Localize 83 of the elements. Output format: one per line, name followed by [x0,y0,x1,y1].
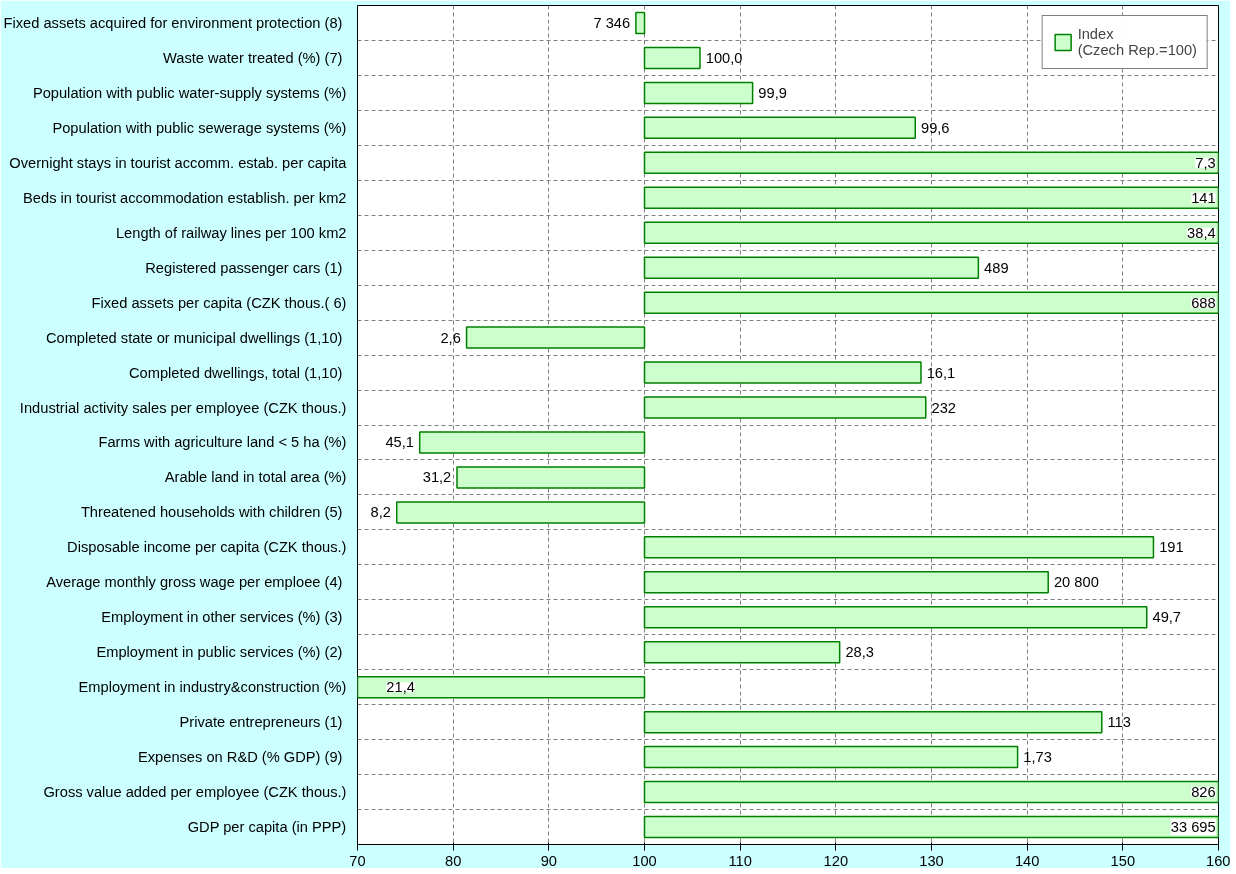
text: 33 695 [1170,819,1216,836]
text: 99,6 [920,119,950,136]
y-tick-label: Fixed assets acquired for environment protection (8) [3,14,343,31]
y-tick-label: Arable land in total area (%) [164,469,347,486]
text: 2,6 [440,329,461,346]
bar [643,745,1019,769]
bar [418,431,646,454]
text: 21,4 [386,679,415,696]
text: 141 [1191,189,1216,206]
y-tick-label: Completed dwellings, total (1,10) [128,364,343,381]
y-tick-label: Threatened households with children (5) [80,504,343,521]
y-tick-label: Private entrepreneurs (1) [179,714,343,731]
bar [465,326,646,349]
x-tick-label: 160 [1206,852,1231,869]
text: 232 [931,399,956,416]
bar [635,11,646,35]
text: 7 346 [593,14,631,31]
bar [643,116,916,140]
y-tick-label: GDP per capita (in PPP) [187,819,347,836]
x-tick-label: 150 [1110,852,1136,869]
y-tick-label: Waste water treated (%) (7) [162,49,343,66]
y-tick-label: Population with public water-supply systems (%) [32,84,347,101]
y-tick-label: Registered passenger cars (1) [145,259,343,276]
text: 38,4 [1187,224,1216,241]
x-tick-label: 130 [919,852,944,869]
legend-label: Index (Czech Rep.=100) [1077,26,1197,58]
y-tick-label: Completed state or municipal dwellings (1,10) [45,329,343,346]
bar [643,81,754,105]
text: 16,1 [926,364,956,381]
x-tick-label: 120 [823,852,849,869]
bar [643,571,1049,594]
bar [643,291,1219,314]
bar [643,46,701,70]
text: 45,1 [385,434,414,451]
y-tick-label: Farms with agriculture land < 5 ha (%) [98,434,347,451]
bar [643,780,1219,804]
y-tick-label: Fixed assets per capita (CZK thous.( 6) [91,294,347,311]
bar [643,396,927,419]
y-tick-label: Disposable income per capita (CZK thous.) [67,539,347,556]
text: 826 [1191,784,1216,801]
text: 31,2 [422,469,452,486]
text: 688 [1191,294,1216,311]
bar [643,815,1219,839]
y-tick-label: Overnight stays in tourist accomm. estab. per capita [9,154,348,171]
text: 113 [1107,714,1131,731]
bar [643,710,1103,734]
x-tick-label: 110 [728,852,752,869]
x-tick-label: 140 [1014,852,1040,869]
x-tick-label: 70 [349,852,366,869]
bar [643,256,980,279]
text: 20 800 [1053,574,1099,591]
text: 191 [1159,539,1184,556]
y-tick-label: Gross value added per employee (CZK thous.) [43,784,347,801]
bar [643,361,922,384]
x-tick-label: 80 [445,852,462,869]
bar [643,186,1219,210]
bar [456,466,646,489]
text: 489 [984,259,1009,276]
y-tick-label: Industrial activity sales per employee (CZK thous.) [19,399,347,416]
text: 49,7 [1152,609,1182,626]
y-tick-label: Beds in tourist accommodation establish. per km2 [23,189,347,206]
y-tick-label: Length of railway lines per 100 km2 [115,224,347,241]
bar [643,221,1219,244]
text: 8,2 [370,504,391,521]
y-tick-label: Average monthly gross wage per emploee (4) [46,574,343,591]
y-tick-label: Population with public sewerage systems (%) [52,119,347,136]
y-tick-label: Employment in other services (%) (3) [101,609,343,626]
x-tick-label: 100 [632,852,657,869]
bar [395,501,646,524]
y-tick-label: Expenses on R&D (% GDP) (9) [137,749,343,766]
y-tick-label: Employment in industry&construction (%) [78,679,347,696]
text: 28,3 [845,644,874,661]
text: 99,9 [758,84,787,101]
bar [643,640,841,664]
bar [643,606,1148,629]
text: 100,0 [705,49,743,66]
bar [357,675,646,699]
bar [643,536,1155,559]
x-tick-label: 90 [540,852,557,869]
text: 1,73 [1023,749,1052,766]
text: 7,3 [1195,154,1216,171]
y-tick-label: Employment in public services (%) (2) [96,644,343,661]
bar [643,151,1219,175]
